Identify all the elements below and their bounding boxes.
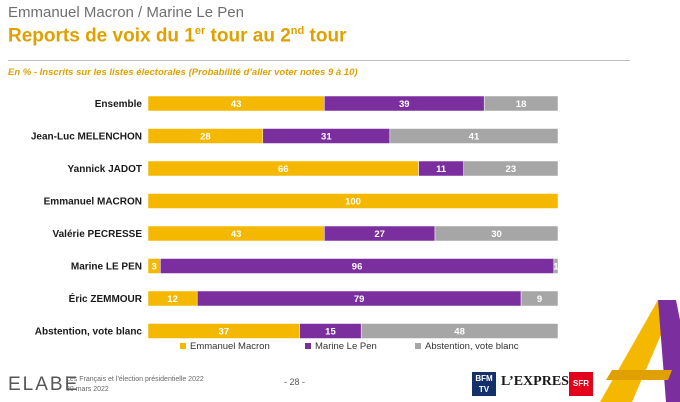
chart-subtitle: En % - Inscrits sur les listes électoral… (8, 67, 358, 78)
bar-segment-abstention-vote-blanc-ensemble (483, 95, 559, 112)
legend-label-marine-le-pen: Marine Le Pen (315, 341, 377, 352)
category-label-marine-le-pen: Marine LE PEN (71, 262, 142, 273)
data-label-marine-le-pen-yannick-jadot: 11 (436, 164, 447, 175)
category-label-eric-zemmour: Éric ZEMMOUR (69, 292, 143, 305)
data-label-abstention-vote-blanc-marine-le-pen: 1 (553, 262, 559, 273)
bar-segment-abstention-vote-blanc-yannick-jadot (463, 160, 559, 177)
title-divider (8, 60, 630, 61)
data-label-marine-le-pen-abstention-vote-blanc: 15 (325, 327, 336, 338)
category-label-ensemble: Ensemble (95, 99, 143, 110)
category-label-valerie-pecresse: Valérie PECRESSE (53, 229, 143, 240)
elabe-corner-logo (600, 300, 680, 402)
header-kicker: Emmanuel Macron / Marine Le Pen (8, 4, 244, 21)
bar-segment-abstention-vote-blanc-valerie-pecresse (434, 225, 559, 242)
data-label-emmanuel-macron-eric-zemmour: 12 (167, 294, 178, 305)
legend-swatch-abstention-vote-blanc (415, 343, 421, 349)
data-label-abstention-vote-blanc-eric-zemmour: 9 (537, 294, 542, 305)
data-label-emmanuel-macron-yannick-jadot: 66 (278, 164, 289, 175)
data-label-emmanuel-macron-abstention-vote-blanc: 37 (219, 327, 230, 338)
data-label-emmanuel-macron-marine-le-pen: 3 (152, 262, 157, 273)
data-label-emmanuel-macron-ensemble: 43 (231, 99, 242, 110)
elabe-logo: ELABE (8, 374, 80, 395)
bar-segment-abstention-vote-blanc-jean-luc-melenchon (389, 128, 559, 144)
data-label-marine-le-pen-jean-luc-melenchon: 31 (321, 132, 332, 143)
chart-title: Reports de voix du 1er tour au 2nd tour (8, 25, 347, 47)
legend-swatch-marine-le-pen (305, 343, 311, 349)
data-label-marine-le-pen-eric-zemmour: 79 (354, 294, 365, 305)
data-label-abstention-vote-blanc-ensemble: 18 (516, 99, 527, 110)
sfr-logo: SFR (569, 372, 593, 396)
bar-segment-abstention-vote-blanc-abstention-vote-blanc (360, 323, 559, 339)
data-label-abstention-vote-blanc-yannick-jadot: 23 (506, 164, 517, 175)
bar-segment-abstention-vote-blanc-eric-zemmour (520, 290, 559, 307)
study-name: Les Français et l’élection présidentiell… (66, 376, 204, 383)
legend: Emmanuel Macron Marine Le Pen Abstention, … (180, 341, 519, 352)
legend-swatch-emmanuel-macron (180, 343, 186, 349)
bar-segment-abstention-vote-blanc-marine-le-pen (553, 258, 559, 274)
bfmtv-logo: BFM TV (472, 372, 496, 396)
page-number: - 28 - (284, 377, 306, 387)
data-label-marine-le-pen-ensemble: 39 (399, 99, 410, 110)
category-label-yannick-jadot: Yannick JADOT (68, 164, 142, 175)
data-label-abstention-vote-blanc-abstention-vote-blanc: 48 (454, 327, 465, 338)
data-label-abstention-vote-blanc-valerie-pecresse: 30 (491, 229, 502, 240)
lexpress-logo: L’EXPRESS (501, 374, 577, 389)
data-label-marine-le-pen-marine-le-pen: 96 (352, 262, 363, 273)
data-label-abstention-vote-blanc-jean-luc-melenchon: 41 (469, 132, 480, 143)
legend-label-emmanuel-macron: Emmanuel Macron (190, 341, 270, 352)
data-label-marine-le-pen-valerie-pecresse: 27 (374, 229, 385, 240)
legend-label-abstention-vote-blanc: Abstention, vote blanc (425, 341, 519, 352)
study-date: 30 mars 2022 (66, 386, 109, 393)
bar-segment-emmanuel-macron-emmanuel-macron (147, 193, 559, 209)
data-label-emmanuel-macron-jean-luc-melenchon: 28 (200, 132, 211, 143)
data-label-emmanuel-macron-valerie-pecresse: 43 (231, 229, 242, 240)
data-label-emmanuel-macron-emmanuel-macron: 100 (345, 197, 361, 208)
category-label-jean-luc-melenchon: Jean-Luc MELENCHON (31, 132, 142, 143)
category-label-emmanuel-macron: Emmanuel MACRON (44, 197, 142, 208)
category-label-abstention-vote-blanc: Abstention, vote blanc (35, 327, 143, 338)
